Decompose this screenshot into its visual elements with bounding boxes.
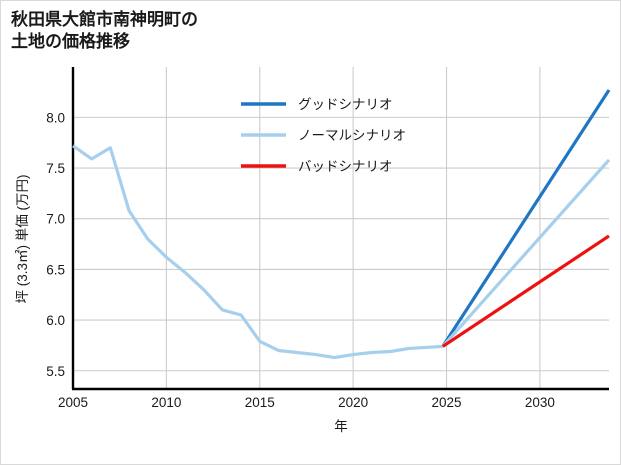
- x-tick-label: 2005: [58, 395, 88, 410]
- x-tick-label: 2015: [245, 395, 275, 410]
- axis-titles: 年 坪 (3.3㎡) 単価 (万円): [15, 174, 348, 434]
- series-line-バッドシナリオ: [441, 234, 610, 348]
- y-tick-label: 5.5: [46, 364, 65, 379]
- x-tick-label: 2030: [525, 395, 555, 410]
- x-tick-label: 2010: [151, 395, 181, 410]
- grid-lines: [73, 67, 609, 389]
- series-line-実績: [72, 144, 443, 360]
- y-tick-label: 6.0: [46, 313, 65, 328]
- legend-label: バッドシナリオ: [298, 159, 393, 174]
- x-tick-labels: 2005 2010 2015 2020 2025 2030: [58, 395, 555, 410]
- y-tick-labels: 5.5 6.0 6.5 7.0 7.5 8.0: [46, 110, 65, 378]
- y-axis-title: 坪 (3.3㎡) 単価 (万円): [15, 174, 30, 303]
- y-tick-label: 6.5: [46, 262, 65, 277]
- axis-lines: [71, 67, 609, 391]
- data-series-group: [72, 89, 611, 360]
- page-title: 秋田県大館市南神明町の 土地の価格推移: [11, 10, 198, 52]
- series-line-グッドシナリオ: [441, 89, 611, 348]
- y-tick-label: 7.5: [46, 161, 65, 176]
- series-line-ノーマルシナリオ: [441, 158, 611, 348]
- legend-label: グッドシナリオ: [298, 97, 393, 112]
- y-tick-label: 7.0: [46, 212, 65, 227]
- x-tick-label: 2020: [338, 395, 368, 410]
- x-axis-title: 年: [334, 419, 348, 434]
- y-tick-label: 8.0: [46, 110, 65, 125]
- legend-label: ノーマルシナリオ: [298, 128, 406, 143]
- x-tick-label: 2025: [431, 395, 461, 410]
